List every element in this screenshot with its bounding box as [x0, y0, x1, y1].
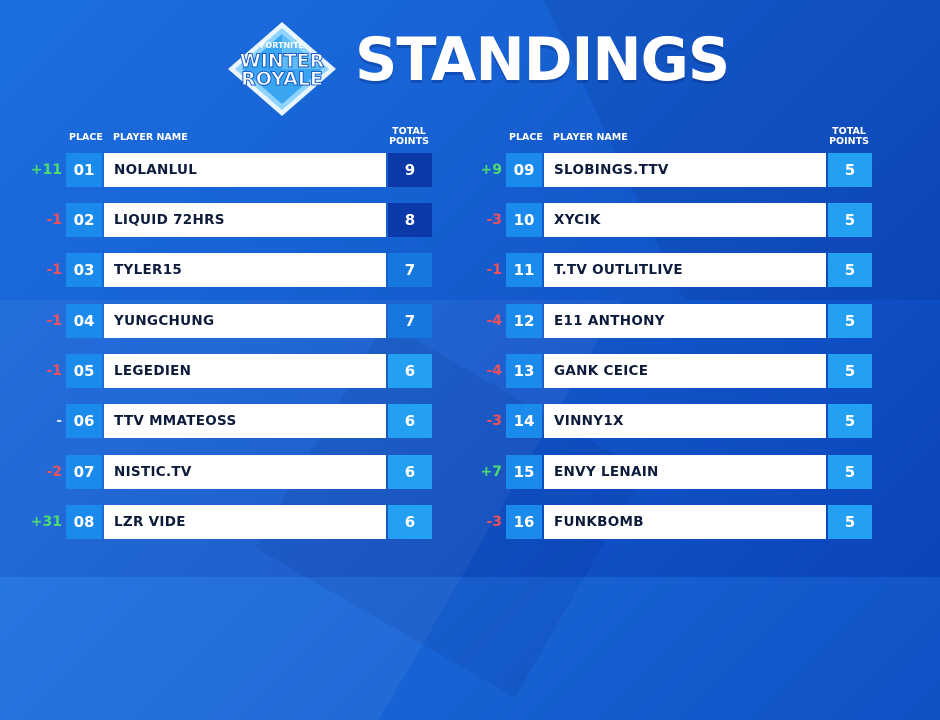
place-number: 11 — [506, 253, 542, 287]
player-name: FUNKBOMB — [544, 505, 826, 539]
total-points: 5 — [828, 304, 872, 338]
place-number: 13 — [506, 354, 542, 388]
place-number: 07 — [66, 455, 102, 489]
rank-change: -4 — [486, 313, 502, 329]
player-name: GANK CEICE — [544, 354, 826, 388]
rank-change: -2 — [46, 464, 62, 480]
player-name: LEGEDIEN — [104, 354, 386, 388]
rank-change: +7 — [480, 464, 502, 480]
total-points-header-line2: POINTS — [389, 136, 429, 147]
place-number: 14 — [506, 404, 542, 438]
standings-row: -1 02 LIQUID 72HRS 8 — [46, 203, 432, 237]
player-name: YUNGCHUNG — [104, 304, 386, 338]
place-number: 16 — [506, 505, 542, 539]
total-points: 9 — [388, 153, 432, 187]
player-name: NISTIC.TV — [104, 455, 386, 489]
total-points: 5 — [828, 455, 872, 489]
rank-change: - — [56, 413, 62, 429]
player-name: XYCIK — [544, 203, 826, 237]
total-points: 5 — [828, 354, 872, 388]
rank-change: -3 — [486, 212, 502, 228]
rank-change: -4 — [486, 363, 502, 379]
standings-row: -3 14 VINNY1X 5 — [486, 404, 872, 438]
total-points: 6 — [388, 505, 432, 539]
player-name: SLOBINGS.TTV — [544, 153, 826, 187]
winter-royale-logo: FORTNITE WINTER ROYALE — [226, 20, 338, 118]
rank-change: +11 — [30, 162, 62, 178]
place-number: 02 — [66, 203, 102, 237]
player-name: LZR VIDE — [104, 505, 386, 539]
place-number: 04 — [66, 304, 102, 338]
standings-row: - 06 TTV MMATEOSS 6 — [56, 404, 432, 438]
standings-row: -1 11 T.TV OUTLITLIVE 5 — [486, 253, 872, 287]
total-points: 6 — [388, 455, 432, 489]
standings-row: -3 16 FUNKBOMB 5 — [486, 505, 872, 539]
rank-change: -3 — [486, 514, 502, 530]
player-name: NOLANLUL — [104, 153, 386, 187]
standings-row: -2 07 NISTIC.TV 6 — [46, 455, 432, 489]
standings-row: -4 12 E11 ANTHONY 5 — [486, 304, 872, 338]
total-points: 7 — [388, 253, 432, 287]
rank-change: -1 — [46, 313, 62, 329]
place-header-left: PLACE — [69, 132, 103, 143]
rank-change: -1 — [486, 262, 502, 278]
total-points: 5 — [828, 253, 872, 287]
player-name: T.TV OUTLITLIVE — [544, 253, 826, 287]
standings-row: -1 05 LEGEDIEN 6 — [46, 354, 432, 388]
standings-row: +9 09 SLOBINGS.TTV 5 — [481, 153, 872, 187]
rank-change: -1 — [46, 363, 62, 379]
total-points-header-line1: TOTAL — [832, 126, 866, 137]
rank-change: -3 — [486, 413, 502, 429]
place-number: 09 — [506, 153, 542, 187]
page-title: STANDINGS — [355, 25, 730, 95]
rank-change: -1 — [46, 212, 62, 228]
standings-row: +7 15 ENVY LENAIN 5 — [481, 455, 872, 489]
player-name: VINNY1X — [544, 404, 826, 438]
place-number: 05 — [66, 354, 102, 388]
place-number: 12 — [506, 304, 542, 338]
rank-change: +31 — [30, 514, 62, 530]
total-points: 8 — [388, 203, 432, 237]
total-points: 5 — [828, 153, 872, 187]
place-number: 10 — [506, 203, 542, 237]
total-points: 6 — [388, 354, 432, 388]
place-number: 08 — [66, 505, 102, 539]
place-number: 15 — [506, 455, 542, 489]
total-points-header-line2: POINTS — [829, 136, 869, 147]
total-points-header-left: TOTAL POINTS — [387, 127, 431, 147]
total-points: 5 — [828, 505, 872, 539]
standings-row: +31 08 LZR VIDE 6 — [31, 505, 432, 539]
player-name-header-right: PLAYER NAME — [553, 132, 628, 143]
total-points-header-right: TOTAL POINTS — [827, 127, 871, 147]
total-points: 7 — [388, 304, 432, 338]
rank-change: +9 — [480, 162, 502, 178]
total-points: 5 — [828, 404, 872, 438]
place-number: 01 — [66, 153, 102, 187]
logo-line3: ROYALE — [241, 68, 323, 90]
standings-row: -3 10 XYCIK 5 — [486, 203, 872, 237]
logo-line2: WINTER — [240, 50, 325, 72]
place-header-right: PLACE — [509, 132, 543, 143]
player-name: LIQUID 72HRS — [104, 203, 386, 237]
logo-line1: FORTNITE — [260, 41, 304, 50]
rank-change: -1 — [46, 262, 62, 278]
place-number: 06 — [66, 404, 102, 438]
place-number: 03 — [66, 253, 102, 287]
player-name: TYLER15 — [104, 253, 386, 287]
player-name-header-left: PLAYER NAME — [113, 132, 188, 143]
player-name: E11 ANTHONY — [544, 304, 826, 338]
standings-row: -1 04 YUNGCHUNG 7 — [46, 304, 432, 338]
standings-row: -1 03 TYLER15 7 — [46, 253, 432, 287]
player-name: TTV MMATEOSS — [104, 404, 386, 438]
player-name: ENVY LENAIN — [544, 455, 826, 489]
standings-row: -4 13 GANK CEICE 5 — [486, 354, 872, 388]
total-points-header-line1: TOTAL — [392, 126, 426, 137]
total-points: 6 — [388, 404, 432, 438]
standings-row: +11 01 NOLANLUL 9 — [31, 153, 432, 187]
total-points: 5 — [828, 203, 872, 237]
